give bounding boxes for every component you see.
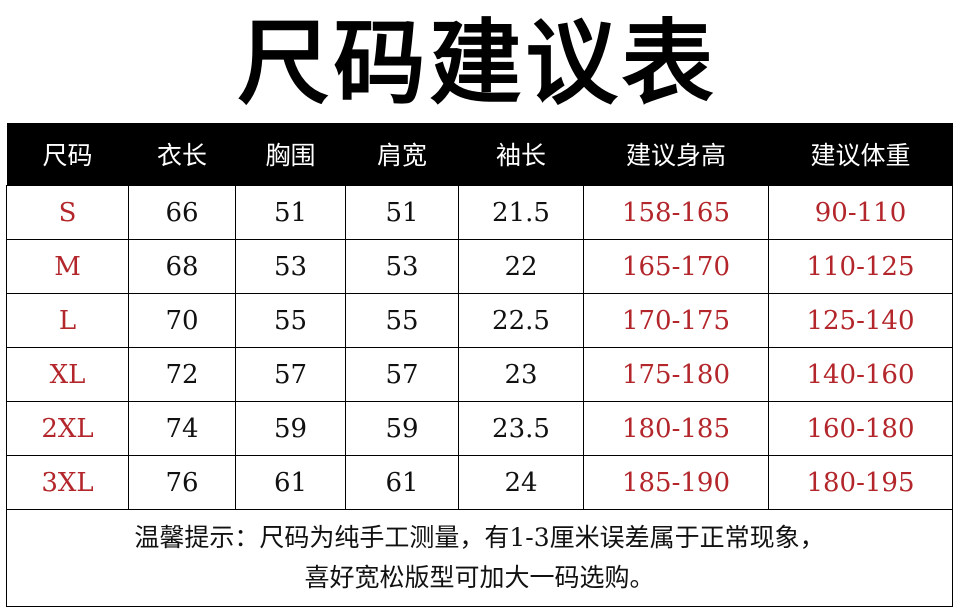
value-cell: 125-140: [768, 293, 953, 348]
size-cell: 3XL: [6, 455, 129, 510]
value-cell: 55: [235, 293, 346, 348]
value-cell: 51: [345, 185, 459, 240]
value-cell: 76: [128, 455, 236, 510]
column-header: 衣长: [128, 123, 236, 186]
note-cell: 温馨提示：尺码为纯手工测量，有1-3厘米误差属于正常现象， 喜好宽松版型可加大一…: [6, 509, 953, 607]
value-cell: 22: [458, 239, 584, 294]
value-cell: 55: [345, 293, 459, 348]
note-line-1: 温馨提示：尺码为纯手工测量，有1-3厘米误差属于正常现象，: [134, 523, 825, 552]
value-cell: 57: [345, 347, 459, 402]
value-cell: 72: [128, 347, 236, 402]
value-cell: 175-180: [583, 347, 769, 402]
value-cell: 180-185: [583, 401, 769, 456]
table-row: M 68 53 53 22 165-170 110-125: [6, 239, 953, 294]
value-cell: 160-180: [768, 401, 953, 456]
size-cell: M: [6, 239, 129, 294]
size-cell: L: [6, 293, 129, 348]
value-cell: 23: [458, 347, 584, 402]
value-cell: 23.5: [458, 401, 584, 456]
column-header: 建议身高: [583, 123, 769, 186]
table-row: 2XL 74 59 59 23.5 180-185 160-180: [6, 401, 953, 456]
value-cell: 61: [345, 455, 459, 510]
table-row: 3XL 76 61 61 24 185-190 180-195: [6, 455, 953, 510]
value-cell: 70: [128, 293, 236, 348]
value-cell: 140-160: [768, 347, 953, 402]
column-header: 尺码: [6, 123, 129, 186]
column-header: 胸围: [235, 123, 346, 186]
value-cell: 59: [235, 401, 346, 456]
value-cell: 57: [235, 347, 346, 402]
value-cell: 68: [128, 239, 236, 294]
value-cell: 185-190: [583, 455, 769, 510]
size-cell: XL: [6, 347, 129, 402]
value-cell: 170-175: [583, 293, 769, 348]
value-cell: 22.5: [458, 293, 584, 348]
value-cell: 110-125: [768, 239, 953, 294]
table-header-row: 尺码 衣长 胸围 肩宽 袖长 建议身高 建议体重: [6, 123, 953, 186]
value-cell: 53: [345, 239, 459, 294]
size-cell: S: [6, 185, 129, 240]
value-cell: 66: [128, 185, 236, 240]
note-line-2: 喜好宽松版型可加大一码选购。: [304, 563, 655, 592]
column-header: 肩宽: [345, 123, 459, 186]
value-cell: 74: [128, 401, 236, 456]
table-row: L 70 55 55 22.5 170-175 125-140: [6, 293, 953, 348]
size-table: 尺码 衣长 胸围 肩宽 袖长 建议身高 建议体重 S 66 51 51 21.5 158-165 90-…: [6, 123, 953, 607]
size-cell: 2XL: [6, 401, 129, 456]
table-row: XL 72 57 57 23 175-180 140-160: [6, 347, 953, 402]
value-cell: 59: [345, 401, 459, 456]
value-cell: 21.5: [458, 185, 584, 240]
value-cell: 165-170: [583, 239, 769, 294]
note-row: 温馨提示：尺码为纯手工测量，有1-3厘米误差属于正常现象， 喜好宽松版型可加大一…: [6, 509, 953, 607]
value-cell: 24: [458, 455, 584, 510]
column-header: 袖长: [458, 123, 584, 186]
value-cell: 90-110: [768, 185, 953, 240]
value-cell: 61: [235, 455, 346, 510]
page-title: 尺码建议表: [237, 9, 718, 117]
table-row: S 66 51 51 21.5 158-165 90-110: [6, 185, 953, 240]
value-cell: 158-165: [583, 185, 769, 240]
value-cell: 180-195: [768, 455, 953, 510]
value-cell: 51: [235, 185, 346, 240]
column-header: 建议体重: [768, 123, 953, 186]
value-cell: 53: [235, 239, 346, 294]
